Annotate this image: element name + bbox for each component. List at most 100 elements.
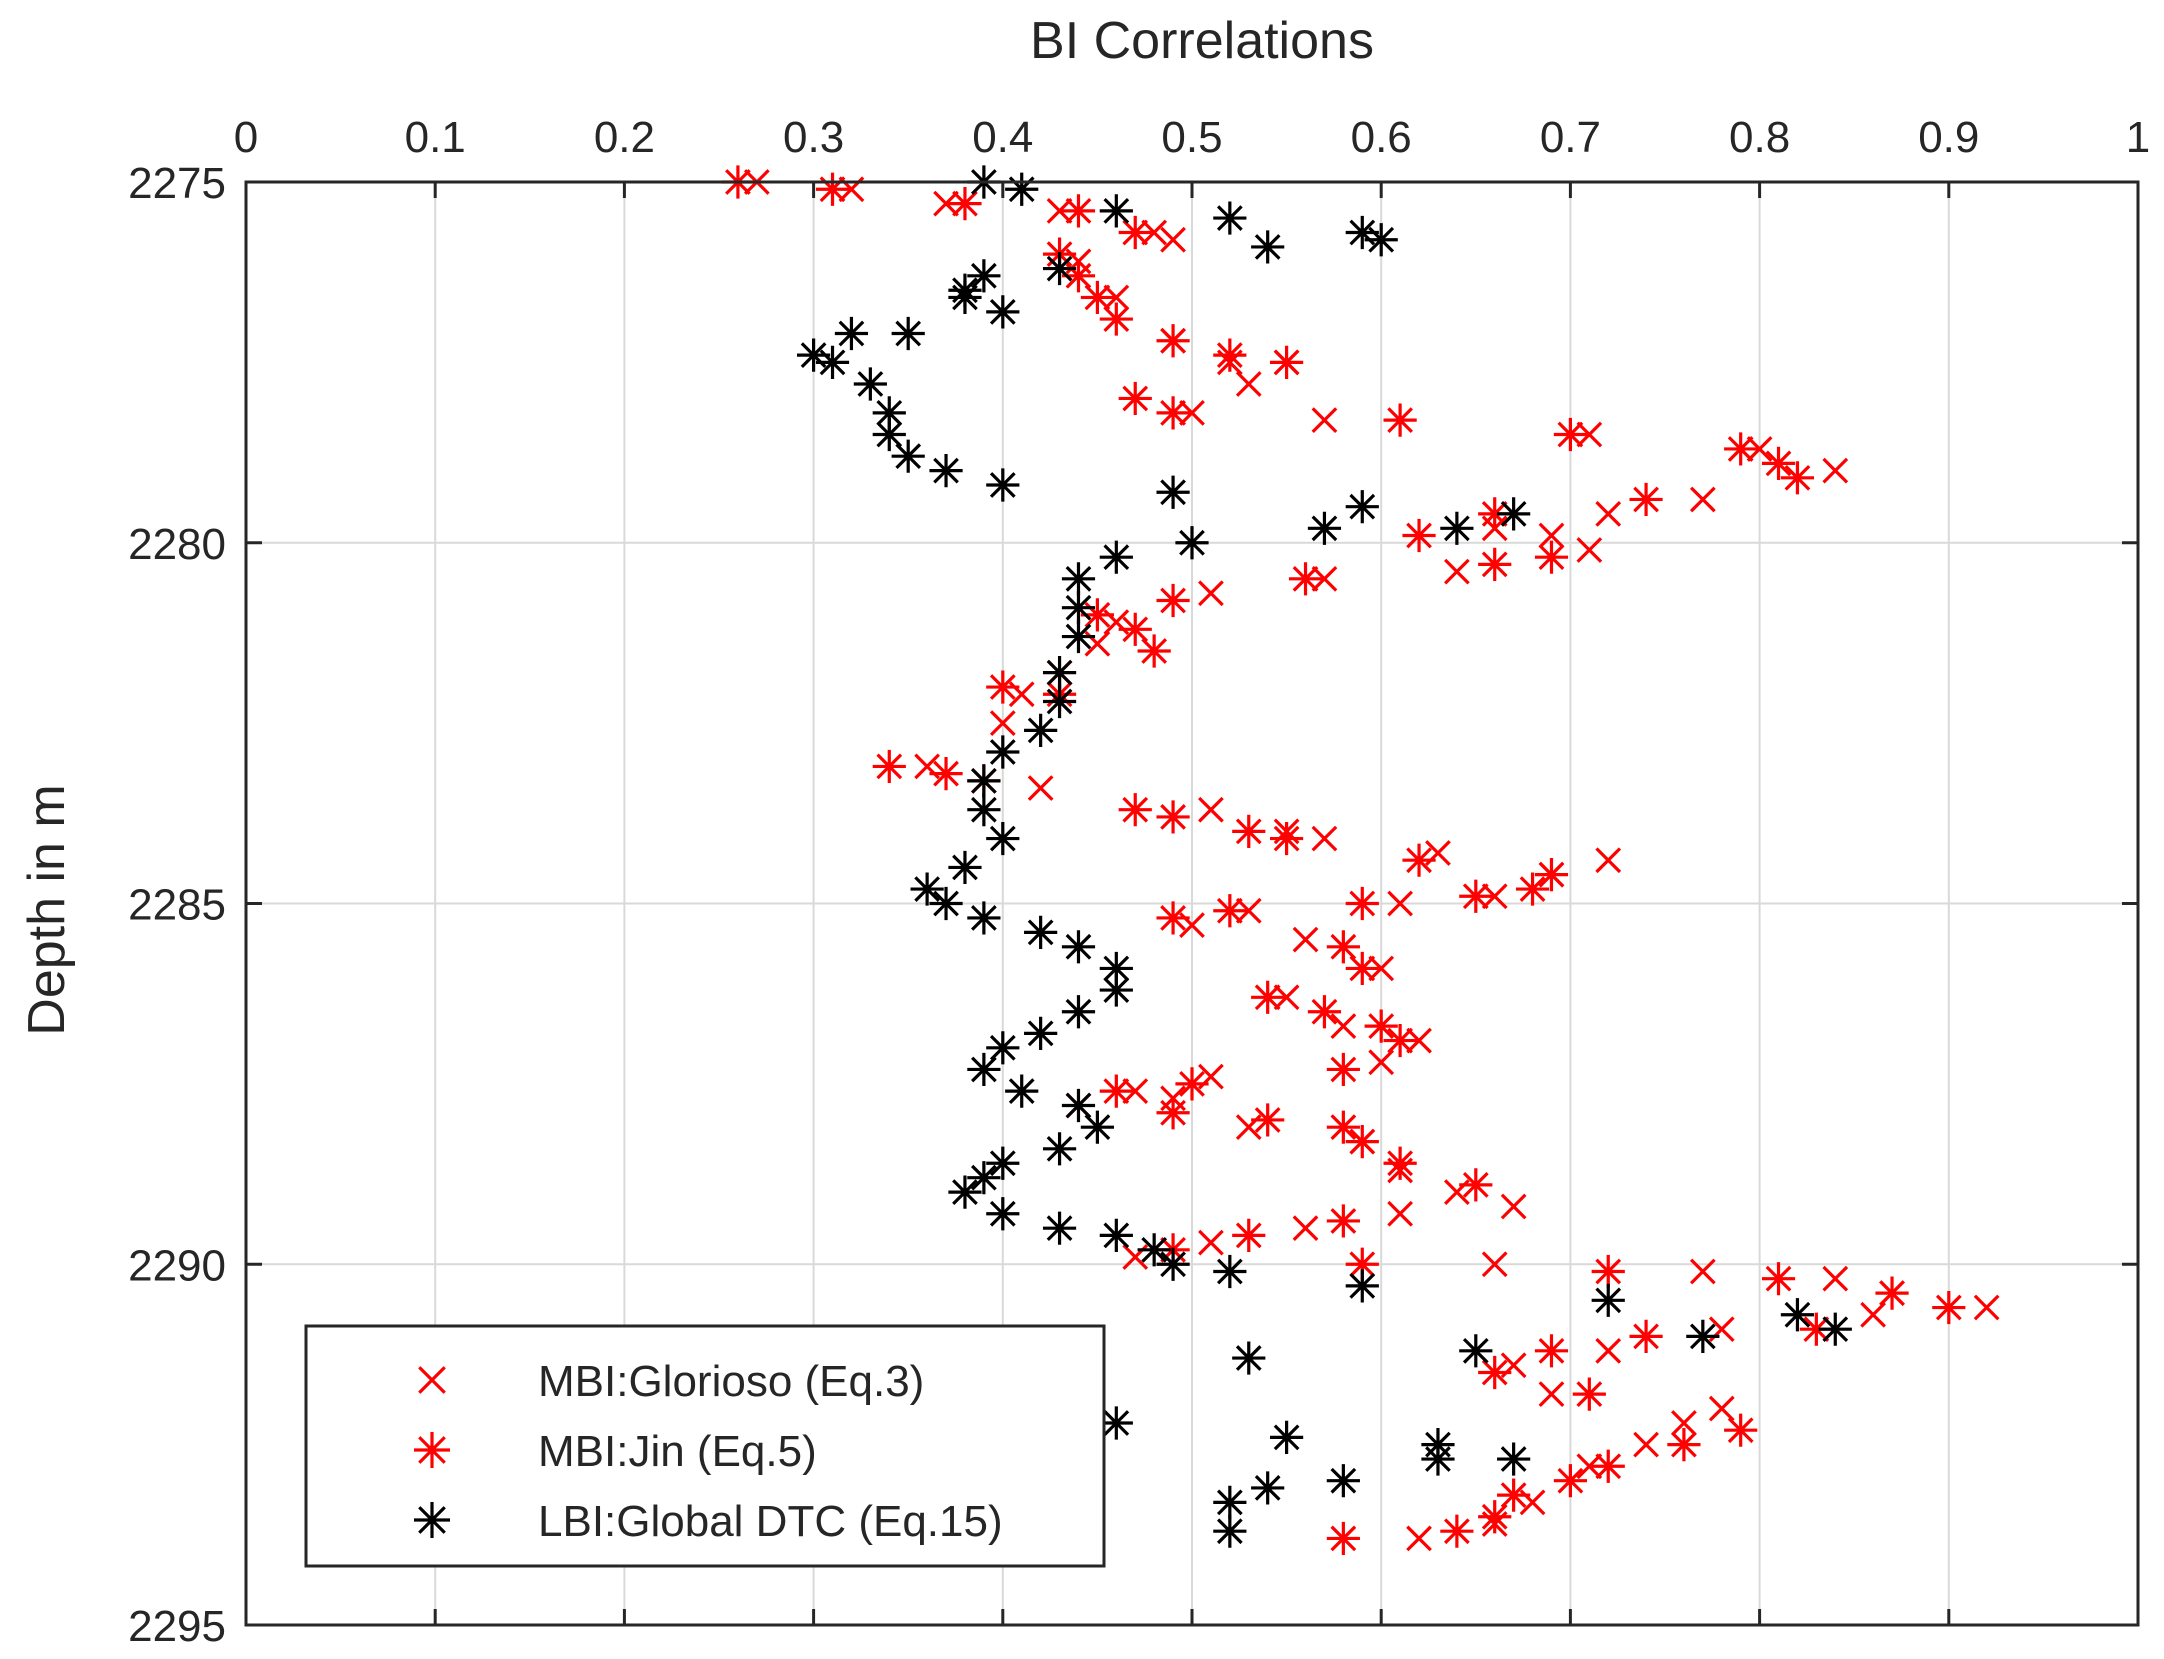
- data-point-jin: [1326, 1521, 1360, 1556]
- y-tick-label: 2295: [128, 1602, 226, 1651]
- x-tick-label: 0.5: [1161, 113, 1222, 162]
- data-point-global-dtc: [986, 468, 1020, 502]
- data-point-jin: [1270, 345, 1304, 379]
- data-point-jin: [1591, 1449, 1625, 1483]
- data-point-glorioso: [1595, 501, 1622, 527]
- data-point-jin: [1326, 1204, 1360, 1238]
- data-point-jin: [1345, 1247, 1379, 1281]
- legend-label-glorioso: MBI:Glorioso (Eq.3): [538, 1357, 924, 1406]
- data-point-jin: [1761, 1262, 1796, 1296]
- data-point-global-dtc: [1099, 1406, 1133, 1440]
- data-point-glorioso: [1444, 558, 1470, 585]
- data-point-glorioso: [1387, 1200, 1413, 1227]
- data-point-glorioso: [1198, 580, 1224, 607]
- data-point-global-dtc: [967, 1161, 1001, 1195]
- data-point-jin: [1875, 1276, 1909, 1310]
- data-point-global-dtc: [986, 1197, 1020, 1231]
- data-point-global-dtc: [1213, 1514, 1247, 1548]
- x-tick-label: 1: [2126, 113, 2150, 162]
- data-point-jin: [1156, 1096, 1190, 1130]
- data-point-jin: [1270, 821, 1304, 856]
- data-point-glorioso: [1122, 1078, 1149, 1104]
- data-point-global-dtc: [967, 793, 1001, 827]
- data-point-glorioso: [1481, 883, 1508, 910]
- y-tick-label: 2280: [128, 520, 226, 569]
- data-point-jin: [1534, 1334, 1569, 1368]
- legend-label-jin: MBI:Jin (Eq.5): [538, 1427, 817, 1476]
- data-point-global-dtc: [1042, 251, 1077, 286]
- data-point-global-dtc: [910, 872, 944, 906]
- data-point-global-dtc: [929, 454, 963, 488]
- data-point-global-dtc: [1421, 1442, 1455, 1476]
- data-point-global-dtc: [1345, 490, 1379, 524]
- data-point-glorioso: [1046, 197, 1073, 224]
- data-point-glorioso: [989, 710, 1016, 736]
- data-point-jin: [1232, 1218, 1266, 1252]
- series-global-dtc: [797, 165, 1852, 1548]
- legend-symbol-jin: [414, 1432, 450, 1468]
- data-point-glorioso: [1311, 825, 1338, 852]
- data-point-global-dtc: [967, 764, 1001, 798]
- data-point-global-dtc: [1099, 540, 1133, 574]
- x-tick-label: 0.8: [1729, 113, 1790, 162]
- data-point-jin: [1251, 1103, 1285, 1137]
- data-point-global-dtc: [1270, 1420, 1304, 1455]
- data-point-glorioso: [1689, 1258, 1716, 1285]
- data-point-jin: [929, 757, 963, 791]
- data-point-jin: [1326, 1110, 1360, 1144]
- data-point-global-dtc: [986, 1031, 1020, 1065]
- data-point-global-dtc: [1061, 591, 1096, 625]
- data-point-global-dtc: [986, 295, 1020, 329]
- data-point-jin: [1326, 930, 1360, 964]
- data-point-global-dtc: [1099, 194, 1133, 228]
- data-point-jin: [1780, 461, 1815, 495]
- data-point-jin: [1799, 1312, 1833, 1346]
- data-point-global-dtc: [1307, 511, 1342, 545]
- data-point-global-dtc: [1780, 1298, 1815, 1332]
- data-point-glorioso: [933, 190, 959, 217]
- data-point-glorioso: [1406, 1027, 1432, 1054]
- data-point-global-dtc: [891, 439, 925, 473]
- data-point-glorioso: [1671, 1410, 1697, 1436]
- data-point-jin: [1099, 302, 1133, 336]
- data-point-jin: [1591, 1254, 1625, 1289]
- data-point-jin: [1345, 1124, 1379, 1159]
- data-point-global-dtc: [1024, 915, 1058, 949]
- data-point-glorioso: [1292, 926, 1319, 953]
- data-point-jin: [1307, 995, 1342, 1029]
- data-point-global-dtc: [1042, 1211, 1077, 1245]
- data-point-jin: [1459, 879, 1493, 913]
- data-point-global-dtc: [1042, 1132, 1077, 1166]
- data-point-global-dtc: [1156, 475, 1190, 509]
- data-point-global-dtc: [1591, 1283, 1625, 1317]
- data-point-glorioso: [1500, 1193, 1527, 1220]
- data-point-jin: [948, 187, 982, 221]
- data-point-glorioso: [1538, 1381, 1565, 1407]
- data-point-global-dtc: [1005, 1074, 1039, 1108]
- data-point-global-dtc: [1345, 1269, 1379, 1303]
- data-point-global-dtc: [1042, 684, 1077, 719]
- data-point-glorioso: [1576, 421, 1603, 448]
- x-tick-label: 0: [234, 113, 258, 162]
- data-point-global-dtc: [1497, 497, 1531, 531]
- data-point-global-dtc: [1061, 1088, 1096, 1123]
- data-point-jin: [1932, 1290, 1966, 1325]
- data-point-glorioso: [1311, 565, 1338, 592]
- data-point-jin: [1118, 215, 1152, 250]
- legend-symbol-global-dtc: [414, 1502, 450, 1538]
- data-point-global-dtc: [1099, 1218, 1133, 1252]
- data-point-global-dtc: [986, 821, 1020, 856]
- data-point-glorioso: [1292, 1215, 1319, 1242]
- data-point-jin: [1534, 540, 1569, 574]
- data-point-jin: [1080, 598, 1114, 632]
- x-tick-label: 0.9: [1918, 113, 1979, 162]
- x-tick-label: 0.7: [1540, 113, 1601, 162]
- data-point-jin: [815, 172, 850, 206]
- data-point-glorioso: [1198, 1229, 1224, 1256]
- data-point-jin: [1061, 194, 1096, 228]
- data-point-glorioso: [1273, 984, 1300, 1011]
- x-tick-label: 0.2: [594, 113, 655, 162]
- legend-label-global-dtc: LBI:Global DTC (Eq.15): [538, 1497, 1003, 1546]
- data-point-jin: [1326, 1052, 1360, 1087]
